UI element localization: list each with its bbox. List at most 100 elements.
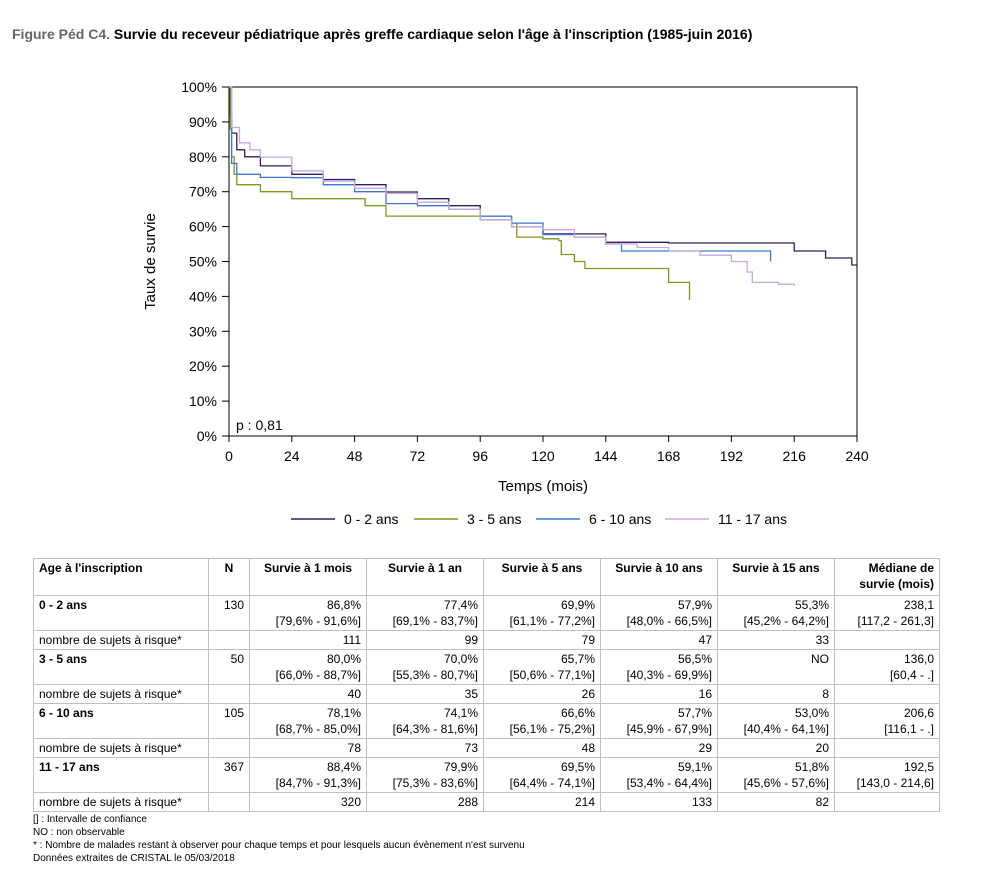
- survival-cell-ci: [117,2 - 261,3]: [857, 614, 935, 628]
- survival-cell-value: 74,1%: [443, 706, 478, 720]
- survival-cell-ci: [60,4 - .]: [889, 668, 934, 682]
- risk-count: 99: [366, 630, 484, 650]
- survival-cell-ci: [56,1% - 75,2%]: [509, 722, 595, 736]
- y-tick-label: 20%: [189, 358, 217, 374]
- col-header-1-year: Survie à 1 an: [366, 558, 484, 596]
- survival-cell-ci: [48,0% - 66,5%]: [626, 614, 712, 628]
- survival-table: Age à l'inscription N Survie à 1 mois Su…: [33, 558, 940, 812]
- survival-cell-ci: [40,4% - 64,1%]: [743, 722, 829, 736]
- survival-cell-ci: [64,3% - 81,6%]: [392, 722, 478, 736]
- footnote-no: NO : non observable: [33, 827, 125, 838]
- survival-cell-value: 80,0%: [326, 652, 361, 666]
- survival-cell-ci: [79,6% - 91,6%]: [275, 614, 361, 628]
- survival-cell: 56,5% [40,3% - 69,9%]: [600, 649, 718, 685]
- risk-count: 47: [600, 630, 718, 650]
- figure-label: Figure Péd C4.: [12, 26, 111, 42]
- risk-label: nombre de sujets à risque*: [33, 792, 209, 812]
- p-value-annotation: p : 0,81: [236, 417, 283, 433]
- survival-cell-ci: [45,2% - 64,2%]: [743, 614, 829, 628]
- survival-cell-value: 65,7%: [560, 652, 595, 666]
- survival-cell: 192,5 [143,0 - 214,6]: [834, 757, 940, 793]
- table-row-group: 6 - 10 ans 105 78,1% [68,7% - 85,0%] 74,1% [6…: [33, 703, 940, 739]
- survival-cell: 57,7% [45,9% - 67,9%]: [600, 703, 718, 739]
- survival-cell: 66,6% [56,1% - 75,2%]: [483, 703, 601, 739]
- survival-cell-ci: [40,3% - 69,9%]: [626, 668, 712, 682]
- survival-cell-value: 57,9%: [677, 598, 712, 612]
- y-tick-label: 100%: [181, 79, 217, 95]
- risk-count: 78: [249, 738, 367, 758]
- median-header-line2: survie (mois): [859, 577, 934, 591]
- y-axis-label: Taux de survie: [142, 213, 159, 310]
- y-tick-label: 40%: [189, 288, 217, 304]
- risk-count: 214: [483, 792, 601, 812]
- survival-cell-value: 57,7%: [677, 706, 712, 720]
- x-tick-label: 48: [347, 448, 363, 464]
- survival-cell: 59,1% [53,4% - 64,4%]: [600, 757, 718, 793]
- series-line: [229, 86, 795, 286]
- survival-cell: 57,9% [48,0% - 66,5%]: [600, 595, 718, 631]
- survival-cell-value: 69,5%: [560, 760, 595, 774]
- survival-cell-ci: [69,1% - 83,7%]: [392, 614, 478, 628]
- risk-empty: [834, 792, 940, 812]
- survival-cell-value: 59,1%: [677, 760, 712, 774]
- x-tick-label: 72: [410, 448, 426, 464]
- y-tick-label: 90%: [189, 114, 217, 130]
- survival-cell-value: 77,4%: [443, 598, 478, 612]
- group-n: 367: [208, 757, 250, 793]
- figure-title-text: Survie du receveur pédiatrique après gre…: [113, 26, 753, 42]
- survival-cell: NO: [717, 649, 835, 685]
- survival-cell-value: 70,0%: [443, 652, 478, 666]
- survival-cell-ci: [61,1% - 77,2%]: [509, 614, 595, 628]
- group-n: 105: [208, 703, 250, 739]
- survival-cell-value: 238,1: [903, 598, 934, 612]
- survival-cell-value: 136,0: [903, 652, 934, 666]
- survival-cell-value: 79,9%: [443, 760, 478, 774]
- series-line: [229, 86, 691, 300]
- survival-cell-value: 55,3%: [794, 598, 829, 612]
- risk-empty: [834, 630, 940, 650]
- survival-cell-ci: [50,6% - 77,1%]: [509, 668, 595, 682]
- survival-cell: 65,7% [50,6% - 77,1%]: [483, 649, 601, 685]
- risk-count: 8: [717, 684, 835, 704]
- risk-empty: [208, 792, 250, 812]
- risk-count: 320: [249, 792, 367, 812]
- survival-cell-ci: [143,0 - 214,6]: [856, 776, 934, 790]
- survival-cell: 88,4% [84,7% - 91,3%]: [249, 757, 367, 793]
- risk-count: 79: [483, 630, 601, 650]
- x-tick-label: 144: [594, 448, 618, 464]
- survival-cell-value: 192,5: [903, 760, 934, 774]
- legend-entry: 6 - 10 ans: [589, 511, 651, 527]
- risk-count: 40: [249, 684, 367, 704]
- group-name: 11 - 17 ans: [33, 757, 209, 793]
- col-header-15-years: Survie à 15 ans: [717, 558, 835, 596]
- figure-title: Figure Péd C4. Survie du receveur pédiat…: [12, 26, 752, 42]
- survival-cell-value: 53,0%: [794, 706, 829, 720]
- table-body: 0 - 2 ans 130 86,8% [79,6% - 91,6%] 77,4% [69…: [33, 595, 940, 812]
- col-header-n: N: [208, 558, 250, 596]
- risk-count: 111: [249, 630, 367, 650]
- survival-cell-ci: [55,3% - 80,7%]: [392, 668, 478, 682]
- y-tick-label: 80%: [189, 149, 217, 165]
- survival-cell-ci: [53,4% - 64,4%]: [626, 776, 712, 790]
- risk-count: 35: [366, 684, 484, 704]
- x-tick-label: 240: [845, 448, 869, 464]
- risk-count: 26: [483, 684, 601, 704]
- group-n: 50: [208, 649, 250, 685]
- survival-cell: 79,9% [75,3% - 83,6%]: [366, 757, 484, 793]
- footnotes: [] : Intervalle de confiance NO : non ob…: [33, 813, 525, 865]
- risk-empty: [834, 738, 940, 758]
- table-row-risk: nombre de sujets à risque* 40 35 26 16 8: [33, 684, 940, 704]
- risk-count: 82: [717, 792, 835, 812]
- y-tick-label: 30%: [189, 323, 217, 339]
- x-tick-label: 24: [284, 448, 300, 464]
- survival-cell: 136,0 [60,4 - .]: [834, 649, 940, 685]
- x-tick-label: 168: [657, 448, 681, 464]
- risk-count: 29: [600, 738, 718, 758]
- survival-cell-ci: [66,0% - 88,7%]: [275, 668, 361, 682]
- x-tick-label: 96: [472, 448, 488, 464]
- survival-cell: 69,5% [64,4% - 74,1%]: [483, 757, 601, 793]
- y-tick-label: 0%: [197, 428, 217, 444]
- survival-cell: 206,6 [116,1 - .]: [834, 703, 940, 739]
- survival-cell-value: 51,8%: [794, 760, 829, 774]
- survival-cell: 55,3% [45,2% - 64,2%]: [717, 595, 835, 631]
